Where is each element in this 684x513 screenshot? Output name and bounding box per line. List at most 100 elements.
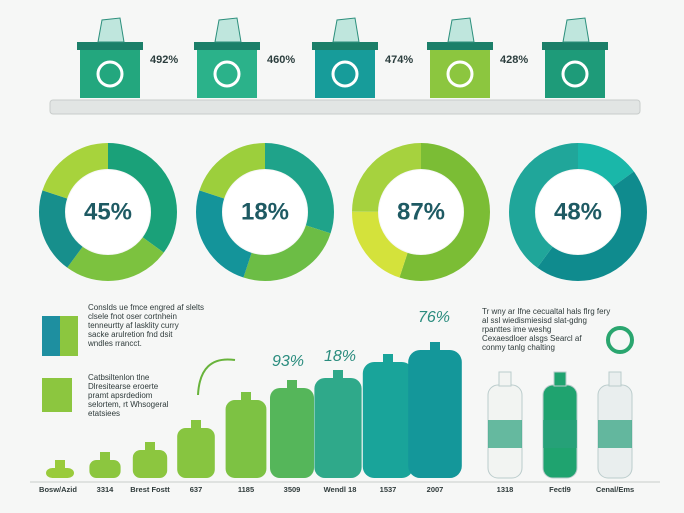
bottle-label: 18%	[324, 348, 356, 365]
bottom-label: 2007	[427, 485, 444, 494]
donut-hole	[66, 170, 150, 254]
bin-symbol	[96, 60, 124, 88]
bin-lid	[194, 42, 260, 50]
bin-item	[214, 17, 242, 43]
bottle-neck	[55, 460, 65, 470]
bottle-neck	[287, 380, 297, 390]
bin-item	[447, 17, 475, 43]
note-line: Tr wny ar Ifne cecualtal hals flrg fery	[482, 307, 610, 316]
bottle-neck	[553, 371, 567, 387]
donut-label: 45%	[84, 198, 132, 225]
bottom-label: 1318	[497, 485, 514, 494]
bin-label: 428%	[500, 54, 528, 66]
bottle-body	[46, 468, 74, 478]
bottom-label: 1537	[380, 485, 397, 494]
arrow	[197, 358, 236, 396]
donut-hole	[536, 170, 620, 254]
donut-label: 48%	[554, 198, 602, 225]
note-line: wndles rrancct.	[87, 339, 142, 348]
bottle-body	[408, 350, 462, 478]
bottle-body	[314, 378, 362, 478]
donut-segment	[196, 143, 334, 281]
donut-segment	[352, 143, 490, 281]
bin-label: 460%	[267, 54, 295, 66]
bottle-band	[543, 420, 577, 448]
bin-body	[315, 50, 375, 98]
bottle-neck	[383, 354, 393, 364]
bin-item	[332, 17, 360, 43]
icon	[42, 378, 72, 412]
bottom-label: Wendl 18	[324, 485, 357, 494]
icon	[60, 316, 78, 356]
bottle-neck	[241, 392, 251, 402]
bottle-band	[598, 420, 632, 448]
note-line: Dlresitearse eroerte	[88, 382, 159, 391]
bottle-body	[225, 400, 267, 478]
bottle-body	[132, 450, 168, 478]
recycle-icon	[606, 326, 634, 354]
bottle-neck	[608, 371, 622, 387]
bin-lid	[427, 42, 493, 50]
bin-label: 474%	[385, 54, 413, 66]
bottle-body	[362, 362, 414, 478]
shelf	[49, 99, 641, 115]
donut-segment	[39, 143, 177, 281]
bottle-neck	[100, 452, 110, 462]
note-line: tenneurtty af lasklity curry	[88, 321, 179, 330]
bottle-neck	[498, 371, 512, 387]
note-line: Cexaesdloer alsgs Searcl af	[482, 334, 582, 343]
bottle-body	[270, 388, 314, 478]
note-line: clsele fnot oser cortnhein	[88, 312, 177, 321]
donut-segment	[196, 143, 334, 281]
bottom-label: Bosw/Azid	[39, 485, 77, 494]
bottom-label: Fectl9	[549, 485, 571, 494]
bottle-body	[177, 428, 215, 478]
donut-segment	[352, 143, 490, 281]
bottle-neck	[333, 370, 343, 380]
bin-body	[545, 50, 605, 98]
note-line: conmy tanlg chalting	[482, 343, 555, 352]
bottle-label: 93%	[272, 353, 304, 370]
note-line: al ssl wiedismiesisd slat-gdng	[482, 316, 587, 325]
donut-hole	[379, 170, 463, 254]
bin-symbol	[213, 60, 241, 88]
note-line: etatsiees	[88, 409, 120, 418]
icon	[42, 316, 60, 356]
bin-lid	[312, 42, 378, 50]
bin-symbol	[561, 60, 589, 88]
donut-label: 87%	[397, 198, 445, 225]
bottle-label: 76%	[418, 309, 450, 326]
donut-segment	[196, 143, 334, 281]
bin-lid	[542, 42, 608, 50]
bottom-label: 3509	[284, 485, 301, 494]
bottom-label: 637	[190, 485, 203, 494]
bin-item	[97, 17, 125, 43]
note-line: pramt apsrdediom	[88, 391, 153, 400]
bin-body	[197, 50, 257, 98]
bin-symbol	[331, 60, 359, 88]
bin-body	[430, 50, 490, 98]
bin-label: 492%	[150, 54, 178, 66]
donut-segment	[509, 143, 647, 281]
bottle-neck	[430, 342, 440, 352]
note-line: rpanttes ime weshg	[482, 325, 551, 334]
donut-label: 18%	[241, 198, 289, 225]
donut-hole	[223, 170, 307, 254]
bin-body	[80, 50, 140, 98]
bottle-body	[89, 460, 121, 478]
note-line: Catbsiltenlon tlne	[88, 373, 150, 382]
bottom-label: Brest Fostt	[130, 485, 170, 494]
bottle-neck	[145, 442, 155, 452]
note-line: Conslds ue fmce engred af slelts	[88, 303, 204, 312]
donut-segment	[39, 143, 177, 281]
bottom-label: Cenal/Ems	[596, 485, 634, 494]
bin-symbol	[446, 60, 474, 88]
bottle-neck	[191, 420, 201, 430]
donut-segment	[509, 143, 647, 281]
bottom-label: 1185	[238, 485, 254, 494]
bin-item	[562, 17, 590, 43]
bottom-label: 3314	[97, 485, 115, 494]
note-line: sacke arulretion fnd dsit	[88, 330, 173, 339]
